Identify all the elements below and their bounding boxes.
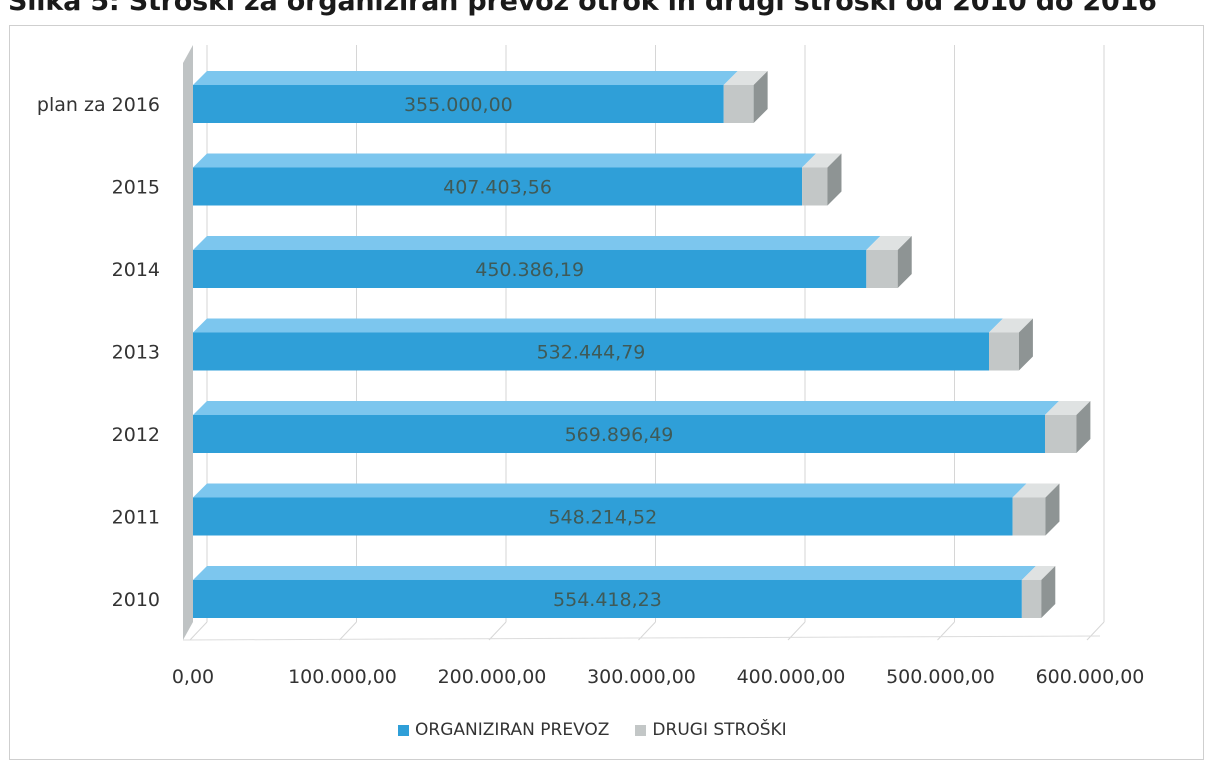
bar-top-drugi-stroski [1021, 566, 1056, 580]
bar-organiziran-prevoz [193, 250, 867, 288]
gridline-floor [189, 621, 208, 641]
bar-side-drugi-stroski [753, 71, 768, 123]
bar-top-organiziran-prevoz [193, 236, 881, 250]
bar-organiziran-prevoz [193, 415, 1045, 453]
x-tick-label: 500.000,00 [886, 666, 995, 688]
bar-organiziran-prevoz [193, 497, 1013, 536]
bar-organiziran-prevoz [193, 167, 803, 206]
bar-top-organiziran-prevoz [193, 318, 1004, 333]
gridline-floor [638, 621, 656, 641]
data-label: 548.214,52 [548, 507, 657, 529]
data-label: 407.403,56 [443, 177, 552, 199]
x-tick-label: 200.000,00 [438, 666, 547, 688]
bar-drugi-stroski [866, 250, 898, 288]
bar-top-drugi-stroski [802, 153, 842, 168]
data-label: 532.444,79 [537, 342, 646, 364]
chart-title: Slika 5: Stroški za organiziran prevoz o… [8, 0, 1157, 17]
bar-side-drugi-stroski [1076, 401, 1091, 453]
floor-edge [182, 635, 1101, 641]
bar-top-drugi-stroski [989, 318, 1033, 333]
bar-organiziran-prevoz [193, 580, 1022, 618]
legend-label-organiziran-prevoz: ORGANIZIRAN PREVOZ [415, 720, 610, 740]
bar-top-organiziran-prevoz [193, 483, 1027, 498]
bar-top-organiziran-prevoz [193, 153, 817, 168]
category-label: 2014 [112, 259, 160, 281]
bar-organiziran-prevoz [193, 85, 724, 123]
data-label: 450.386,19 [475, 259, 584, 281]
category-label: 2015 [112, 177, 160, 199]
gridline-floor [937, 621, 955, 641]
category-label: 2013 [112, 342, 160, 364]
x-tick-label: 0,00 [172, 666, 214, 688]
bar-side-drugi-stroski [897, 236, 912, 288]
bar-drugi-stroski [989, 332, 1019, 371]
legend-swatch-drugi-stroski [635, 724, 647, 736]
gridline-floor [339, 621, 357, 641]
data-label: 554.418,23 [553, 589, 662, 611]
x-tick-label: 300.000,00 [587, 666, 696, 688]
bar-top-drugi-stroski [1044, 401, 1091, 415]
bar-drugi-stroski [1044, 415, 1077, 453]
bar-side-drugi-stroski [1045, 483, 1060, 536]
bar-drugi-stroski [802, 167, 828, 206]
bar-top-organiziran-prevoz [193, 401, 1059, 415]
category-label: 2012 [112, 424, 160, 446]
chart-legend: ORGANIZIRAN PREVOZ DRUGI STROŠKI [398, 720, 787, 740]
x-tick-label: 400.000,00 [737, 666, 846, 688]
bar-side-drugi-stroski [1018, 318, 1033, 371]
bar-organiziran-prevoz [193, 332, 990, 371]
legend-label-drugi-stroski: DRUGI STROŠKI [652, 720, 787, 740]
legend-item-drugi-stroski: DRUGI STROŠKI [635, 720, 787, 740]
x-tick-label: 100.000,00 [288, 666, 397, 688]
bar-side-drugi-stroski [1041, 566, 1056, 618]
bar-top-organiziran-prevoz [193, 71, 738, 85]
bar-top-drugi-stroski [866, 236, 912, 250]
data-label: 569.896,49 [565, 424, 674, 446]
legend-swatch-organiziran-prevoz [398, 724, 409, 736]
bar-side-drugi-stroski [827, 153, 842, 206]
bar-top-organiziran-prevoz [193, 566, 1036, 580]
legend-item-organiziran-prevoz: ORGANIZIRAN PREVOZ [398, 720, 609, 740]
gridline-floor [488, 621, 507, 641]
category-label: plan za 2016 [37, 94, 160, 116]
axis-wall [183, 45, 193, 640]
bar-top-drugi-stroski [1012, 483, 1060, 498]
chart-frame [9, 25, 1204, 760]
bar-top-drugi-stroski [723, 71, 768, 85]
category-label: 2011 [112, 507, 160, 529]
bar-chart: 0,00 100.000,00 200.000,00 300.000,00 400.00… [37, 45, 1145, 688]
category-label: 2010 [112, 589, 160, 611]
bar-drugi-stroski [723, 85, 754, 123]
data-label: 355.000,00 [404, 94, 513, 116]
bar-drugi-stroski [1012, 497, 1046, 536]
gridline-floor [1086, 621, 1105, 641]
x-tick-label: 600.000,00 [1036, 666, 1145, 688]
bar-drugi-stroski [1021, 580, 1042, 618]
